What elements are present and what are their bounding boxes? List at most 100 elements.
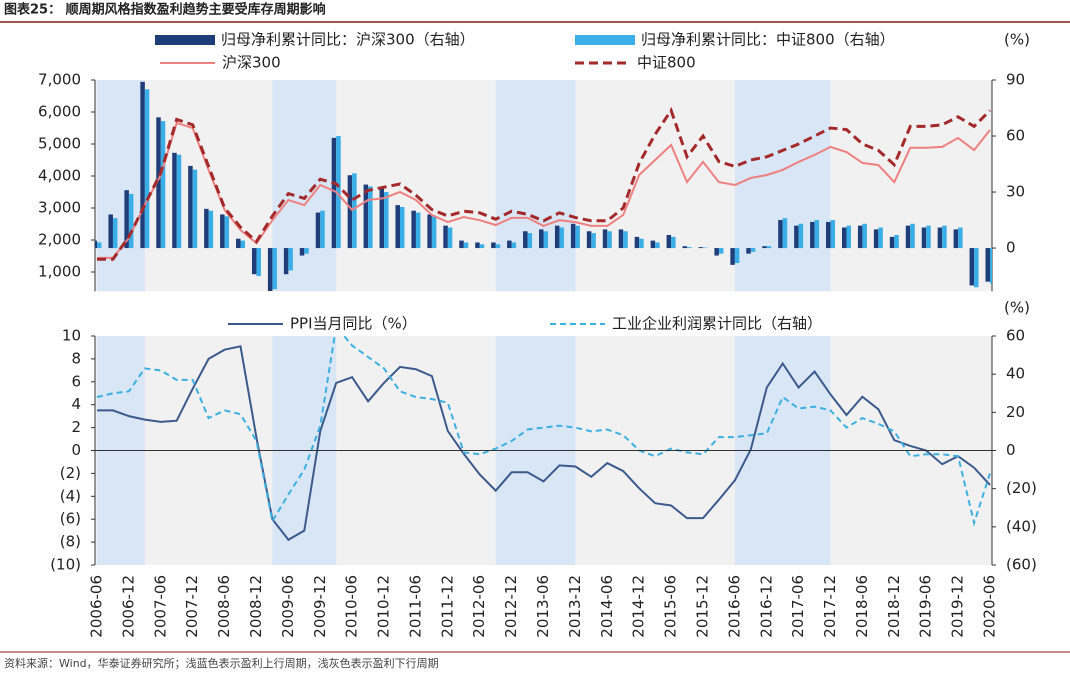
bar — [814, 220, 820, 249]
bar — [427, 214, 432, 249]
bar — [746, 248, 751, 254]
bar — [958, 227, 963, 249]
bar — [942, 225, 947, 249]
bar — [475, 242, 480, 249]
y-tick-label: 2 — [71, 418, 81, 436]
bar — [283, 248, 289, 275]
y-tick-label: 1,000 — [38, 263, 81, 281]
y2-tick-label: (40) — [1006, 517, 1037, 535]
bar — [639, 238, 644, 249]
up-cycle-shade — [97, 80, 145, 292]
x-tick-label: 2011-12 — [438, 575, 456, 638]
bar — [347, 175, 353, 249]
legend-swatch — [575, 35, 635, 45]
x-tick-label: 2013-12 — [566, 575, 584, 638]
x-tick-label: 2010-06 — [343, 575, 361, 638]
bar — [156, 117, 161, 249]
bar — [826, 221, 831, 249]
bar — [905, 225, 911, 249]
bar — [570, 223, 576, 249]
x-tick-label: 2019-12 — [949, 575, 967, 638]
x-tick-label: 2019-06 — [917, 575, 935, 638]
bar — [969, 248, 975, 286]
y-tick-label: 8 — [71, 349, 81, 367]
x-tick-label: 2006-06 — [88, 575, 106, 638]
bar — [910, 223, 915, 249]
x-tick-label: 2008-06 — [215, 575, 233, 638]
source-note: 资料来源：Wind，华泰证券研究所；浅蓝色表示盈利上行周期，浅灰色表示盈利下行周… — [4, 656, 439, 670]
bar — [623, 231, 628, 249]
bar — [527, 233, 533, 249]
bar — [730, 248, 735, 265]
bar — [459, 240, 464, 249]
bar — [363, 184, 369, 249]
bar — [559, 227, 564, 249]
bar — [857, 225, 863, 249]
x-tick-label: 2011-06 — [406, 575, 424, 638]
bar — [511, 242, 517, 249]
y-tick-label: 10 — [62, 327, 81, 345]
bar — [495, 244, 501, 249]
legend-label: 工业企业利润累计同比（右轴） — [612, 315, 822, 333]
bar — [331, 137, 337, 249]
bar — [650, 240, 656, 249]
legend-label: 归母净利累计同比：沪深300（右轴） — [221, 31, 475, 49]
bar — [523, 231, 528, 249]
bar — [862, 223, 867, 249]
x-tick-label: 2015-12 — [694, 575, 712, 638]
y2-tick-label: 60 — [1006, 127, 1025, 145]
y2-tick-label: 60 — [1006, 327, 1025, 345]
bar — [718, 248, 724, 254]
bar — [607, 231, 612, 249]
bar — [97, 242, 102, 249]
bar — [539, 229, 544, 249]
bar — [602, 229, 608, 249]
bar — [208, 210, 214, 249]
y-tick-label: (10) — [50, 556, 81, 574]
bar — [846, 225, 851, 249]
y2-tick-label: (20) — [1006, 479, 1037, 497]
y2-unit: (%) — [1004, 299, 1030, 317]
bar — [220, 214, 225, 249]
bar — [160, 121, 166, 249]
bar — [384, 192, 389, 249]
y-tick-label: 6,000 — [38, 103, 81, 121]
bar — [666, 234, 672, 249]
chart-title: 图表25： 顺周期风格指数盈利趋势主要受库存周期影响 — [4, 2, 326, 18]
bar — [443, 225, 448, 249]
bar — [591, 233, 596, 249]
bar — [491, 242, 496, 249]
bar — [379, 188, 385, 249]
legend-label: 中证800 — [637, 54, 696, 72]
bar — [937, 227, 943, 249]
x-tick-label: 2009-12 — [311, 575, 329, 638]
bar — [224, 216, 230, 249]
y-tick-label: 4 — [71, 395, 81, 413]
bar — [830, 220, 836, 249]
bar — [431, 216, 437, 249]
up-cycle-shade — [495, 80, 576, 292]
bar — [766, 246, 772, 249]
bar — [415, 212, 421, 249]
y-tick-label: (8) — [60, 533, 81, 551]
bar — [240, 240, 246, 249]
x-tick-label: 2007-12 — [183, 575, 201, 638]
bar — [256, 248, 261, 277]
legend-label: 沪深300 — [222, 54, 281, 72]
legend-label: 归母净利累计同比：中证800（右轴） — [641, 31, 895, 49]
bar — [299, 248, 305, 256]
bar — [634, 236, 640, 249]
bar — [714, 248, 719, 256]
bar — [108, 214, 113, 249]
bar — [921, 227, 927, 249]
x-tick-label: 2016-12 — [757, 575, 775, 638]
bar — [172, 152, 177, 249]
bar — [320, 210, 325, 249]
plot-series — [95, 81, 992, 292]
bar — [251, 248, 257, 275]
y-tick-label: 3,000 — [38, 199, 81, 217]
bar — [698, 247, 703, 249]
bar — [810, 221, 815, 249]
bar — [204, 208, 209, 249]
up-cycle-shade — [734, 80, 831, 292]
